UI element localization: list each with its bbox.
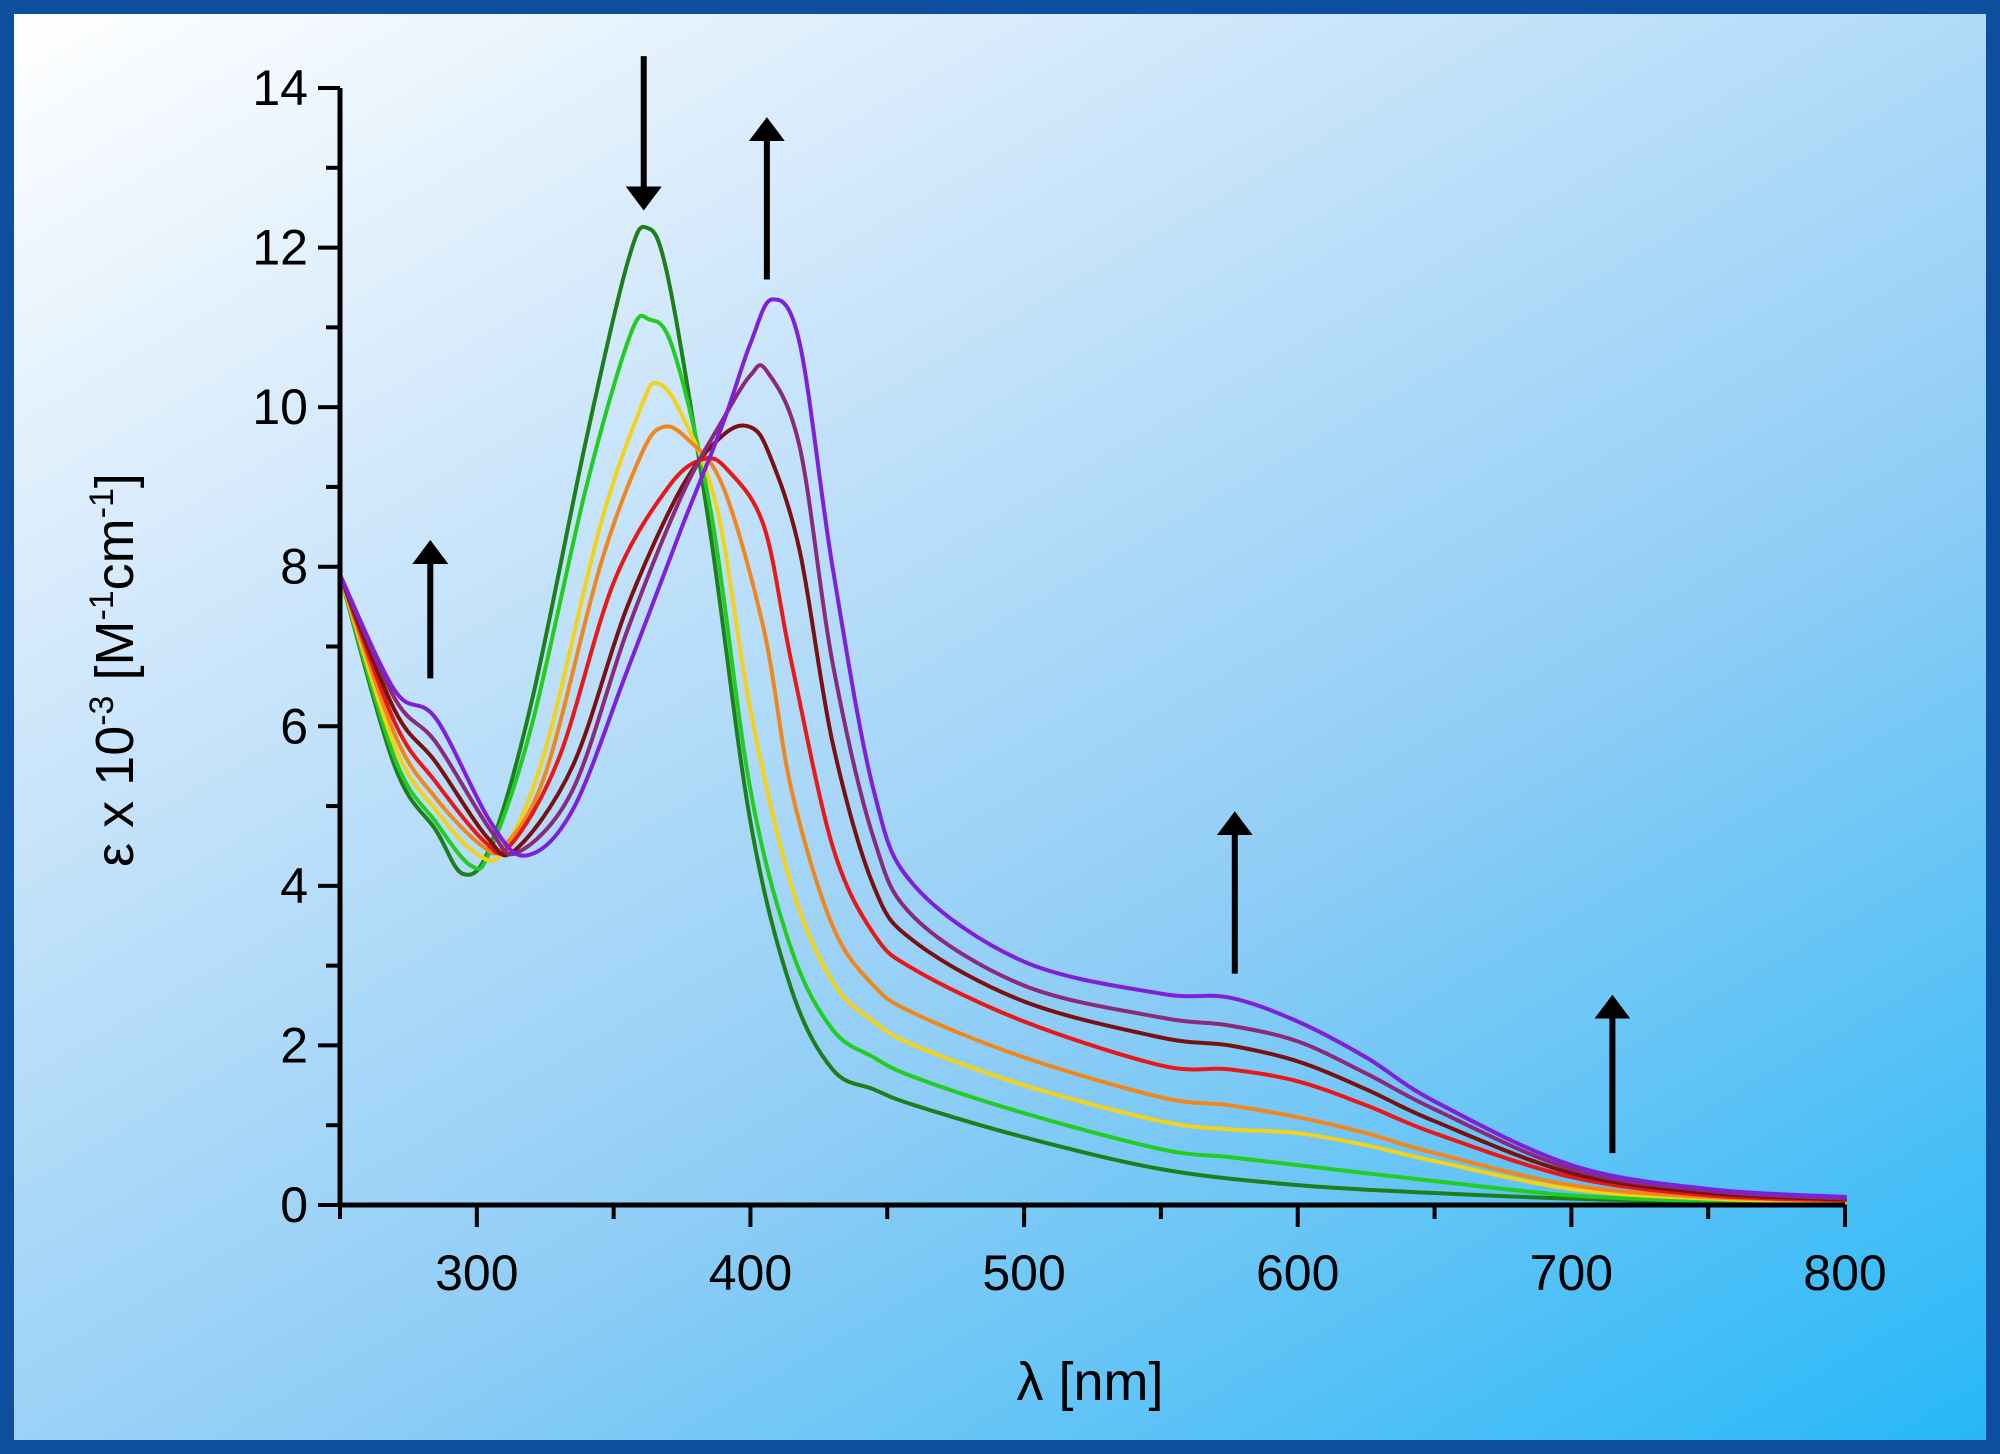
y-label-exp1: -3 — [83, 696, 121, 726]
y-tick-label: 6 — [280, 698, 308, 754]
series-line-7 — [338, 363, 1847, 1201]
y-label-end: ] — [85, 473, 145, 488]
y-label-base: ε x 10 — [85, 726, 145, 867]
series-line-5 — [338, 456, 1847, 1203]
y-label-mid2: cm — [85, 518, 145, 590]
y-tick-label: 4 — [280, 858, 308, 914]
y-tick-label: 8 — [280, 539, 308, 595]
x-tick-label: 600 — [1256, 1245, 1339, 1301]
tick-layer: 300 400 500 600 700 800 0 2 4 6 8 10 12 14 — [252, 60, 1886, 1301]
y-tick-label: 10 — [252, 379, 308, 435]
x-axis-label: λ [nm] — [1016, 1352, 1163, 1412]
y-tick-label: 12 — [252, 220, 308, 276]
y-label-mid: [M — [85, 621, 145, 696]
series-line-6 — [338, 423, 1847, 1202]
annotation-layer — [412, 56, 1631, 1154]
y-tick-label: 2 — [280, 1017, 308, 1073]
axes-layer — [337, 88, 1845, 1208]
series-layer — [338, 224, 1847, 1206]
y-tick-label: 14 — [252, 60, 308, 116]
y-axis-label: ε x 10-3 [M-1cm-1] — [83, 473, 145, 867]
y-tick-label: 0 — [280, 1177, 308, 1233]
x-tick-label: 700 — [1530, 1245, 1613, 1301]
series-line-1 — [338, 224, 1847, 1206]
x-tick-label: 400 — [709, 1245, 792, 1301]
y-label-exp2: -1 — [83, 590, 121, 620]
series-line-2 — [338, 313, 1847, 1205]
series-line-4 — [338, 424, 1847, 1203]
series-line-8 — [338, 297, 1847, 1199]
y-label-exp3: -1 — [83, 488, 121, 518]
x-tick-label: 800 — [1803, 1245, 1886, 1301]
x-tick-label: 300 — [435, 1245, 518, 1301]
x-tick-label: 500 — [982, 1245, 1065, 1301]
